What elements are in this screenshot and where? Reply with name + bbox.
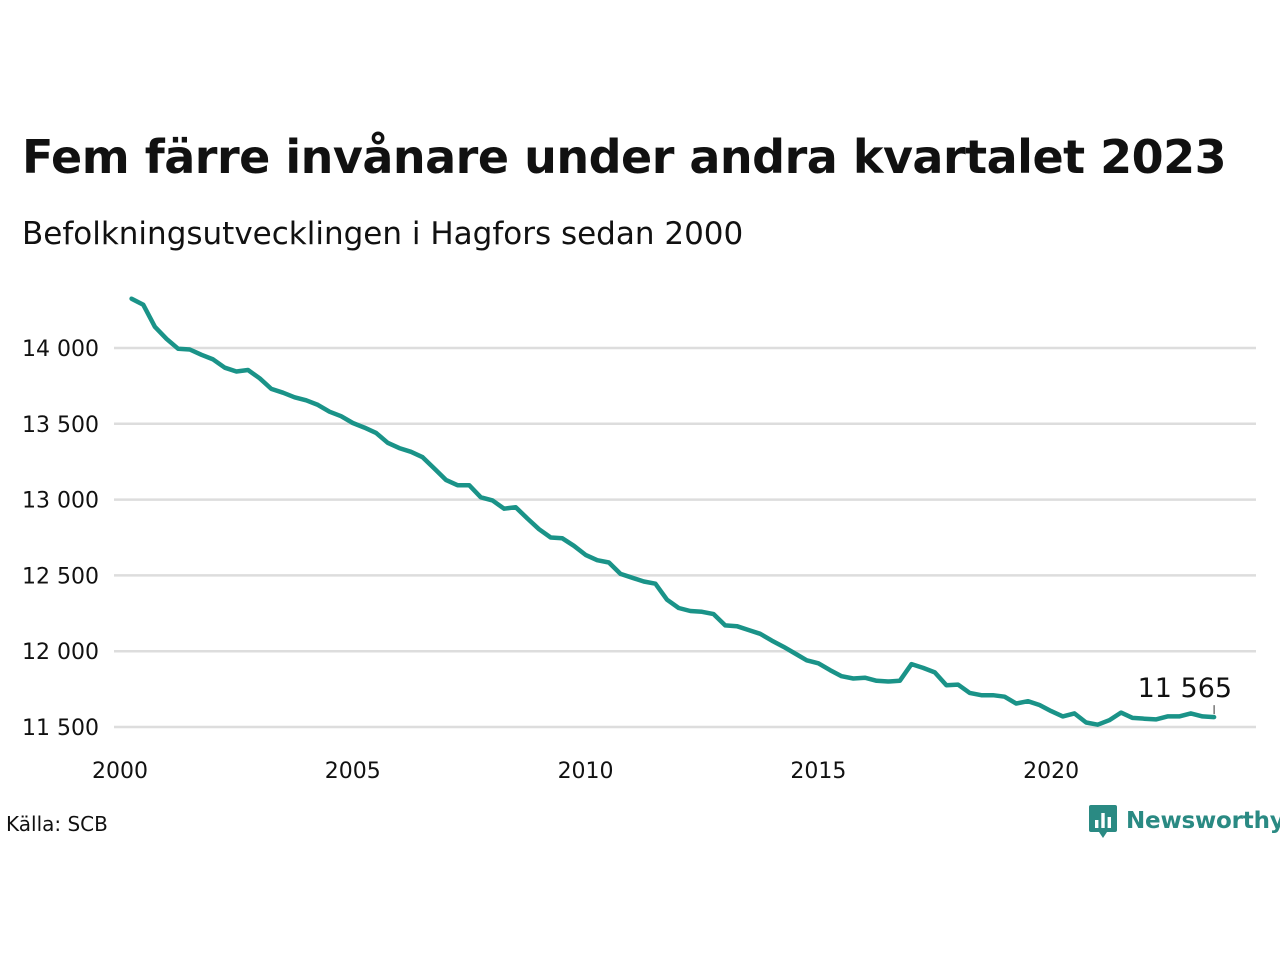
y-tick-label: 11 500	[22, 716, 99, 741]
annotation-label: 11 565	[1138, 673, 1232, 704]
y-tick-label: 13 500	[22, 413, 99, 438]
source-note: Källa: SCB	[6, 812, 108, 836]
x-tick-label: 2015	[790, 759, 846, 784]
x-tick-label: 2005	[325, 759, 381, 784]
y-tick-label: 13 000	[22, 489, 99, 514]
y-tick-label: 14 000	[22, 337, 99, 362]
chart-subtitle: Befolkningsutvecklingen i Hagfors sedan …	[22, 216, 744, 252]
population-series-line	[129, 296, 1217, 727]
grid-lines	[114, 346, 1256, 729]
y-tick-label: 12 500	[22, 564, 99, 589]
y-axis-tick-labels: 11 500 12 000 12 500 13 000 13 500 14 000	[22, 337, 99, 741]
chart-title: Fem färre invånare under andra kvartalet…	[22, 130, 1227, 184]
x-tick-label: 2020	[1023, 759, 1079, 784]
newsworthy-logo-icon	[1089, 805, 1117, 838]
brand-logo[interactable]: Newsworthy	[1088, 803, 1280, 839]
brand-name: Newsworthy	[1126, 808, 1280, 834]
x-tick-label: 2010	[558, 759, 614, 784]
end-value-annotation: 11 565	[1138, 673, 1232, 715]
x-axis-tick-labels: 2000 2005 2010 2015 2020	[92, 759, 1079, 784]
x-tick-label: 2000	[92, 759, 148, 784]
y-tick-label: 12 000	[22, 640, 99, 665]
